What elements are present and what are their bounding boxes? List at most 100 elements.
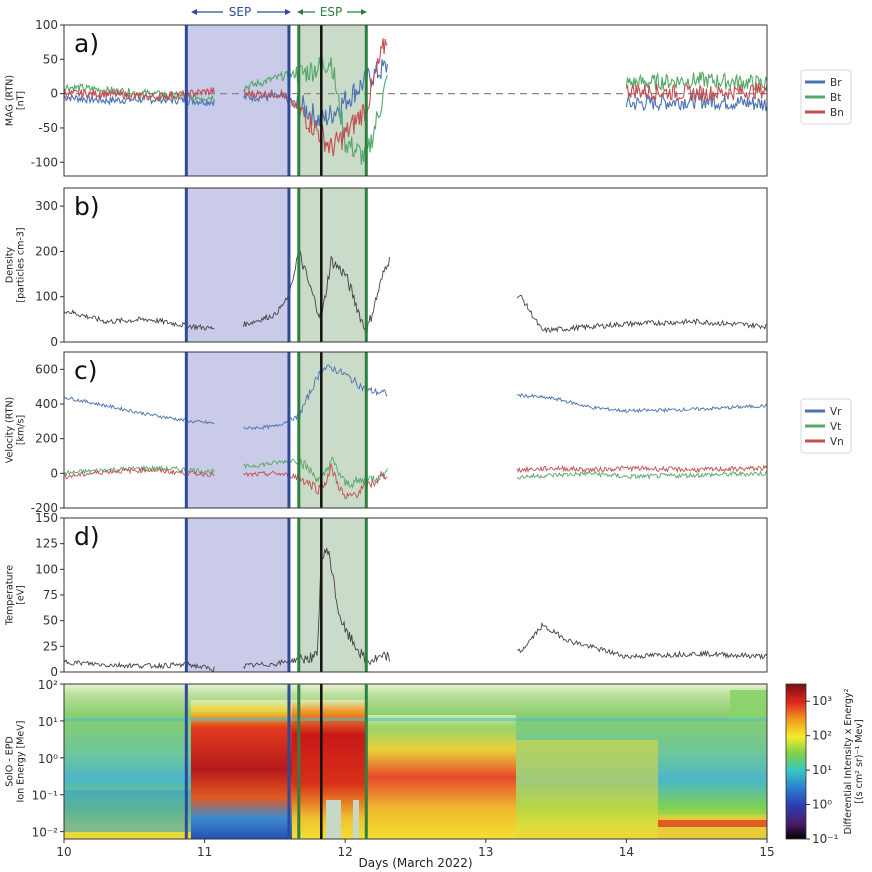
x-tick-label: 12 (338, 845, 353, 859)
colorbar-tick-label: 10² (812, 729, 832, 743)
y-tick-label: -50 (38, 121, 58, 135)
esp-band-shade (298, 352, 367, 508)
heatmap-panel-frame (63, 683, 768, 840)
y-tick-label: 10⁰ (38, 752, 58, 766)
colorbar-tick-label: 10⁰ (812, 798, 832, 812)
panel-frame (63, 351, 768, 509)
esp-band-label: ESP (320, 5, 342, 19)
colorbar-label-line: [(s cm² sr)⁻¹ Mev] (854, 719, 865, 803)
y-tick-label: 150 (35, 511, 58, 525)
y-tick-label: 0 (50, 466, 58, 480)
colorbar-tick-label: 10¹ (812, 763, 832, 777)
y-tick-label: 200 (35, 432, 58, 446)
colorbar-tick-label: 10³ (812, 694, 832, 708)
sep-band-label: SEP (229, 5, 251, 19)
heatmap-late-band (658, 820, 767, 827)
y-tick-label: 50 (43, 52, 58, 66)
colorbar-gradient (785, 683, 807, 840)
sep-band-header: SEP (191, 4, 291, 20)
colorbar-label-line: Differential Intensity x Energy² (843, 688, 854, 834)
y-tick-label: 300 (35, 199, 58, 213)
y-tick-label: 50 (43, 614, 58, 628)
panel-a: -100 -50 0 50 100 a) MAG (RTN) [nT] (5, 18, 768, 177)
legend-mag: Br Bt Bn (800, 69, 852, 125)
y-tick-label: 10¹ (38, 715, 58, 729)
x-axis: 10 11 12 13 14 15 Days (March 2022) (56, 839, 775, 870)
panels: -100 -50 0 50 100 a) MAG (RTN) [nT] 0 100 200 300 b)… (5, 18, 768, 840)
y-axis-label-line: SolO - EPD (5, 736, 16, 786)
x-axis-label: Days (March 2022) (358, 856, 472, 870)
series-line-bt (63, 56, 768, 165)
panel-d: 0 25 50 75 100 125 150 d) Temperature [eV] (5, 511, 768, 679)
y-axis-label-line: [nT] (16, 91, 27, 110)
series-line-temperature (63, 547, 768, 672)
x-tick-label: 13 (478, 845, 493, 859)
panel-b: 0 100 200 300 b) Density [particles cm-3] (5, 187, 768, 349)
y-tick-label: -100 (31, 155, 58, 169)
heatmap-post-region (366, 715, 516, 839)
panel-frame (63, 24, 768, 177)
y-tick-label: 100 (35, 290, 58, 304)
y-tick-label: -200 (31, 501, 58, 515)
heatmap-gap-2 (353, 800, 359, 839)
y-tick-label: 0 (50, 665, 58, 679)
y-tick-label: 75 (43, 588, 58, 602)
y-axis-label-line: [particles cm-3] (16, 227, 27, 302)
legend-vel: Vr Vt Vn (800, 398, 852, 454)
y-tick-label: 0 (50, 335, 58, 349)
y-axis-label-line: Density (5, 247, 16, 283)
heatmap-low-band (64, 790, 194, 832)
y-tick-label: 10⁻¹ (32, 789, 59, 803)
y-tick-label: 200 (35, 244, 58, 258)
y-axis-label-line: Velocity (RTN) (5, 397, 16, 464)
legend-label-vr: Vr (830, 406, 842, 418)
y-tick-label: 0 (50, 87, 58, 101)
legend-label-vn: Vn (830, 436, 844, 448)
sep-band-shade (186, 518, 289, 672)
sep-band-shade (186, 188, 289, 342)
y-tick-label: 10² (38, 678, 58, 692)
panel-label: a) (74, 29, 99, 58)
series-line-density (63, 249, 768, 338)
y-tick-label: 125 (35, 537, 58, 551)
series-line-vn (63, 463, 768, 500)
y-tick-label: 100 (35, 18, 58, 32)
legend-label-br: Br (830, 77, 842, 89)
series-line-bn (63, 38, 768, 157)
x-tick-label: 15 (759, 845, 774, 859)
heatmap-tail-region (516, 740, 658, 839)
heatmap-gap-1 (326, 800, 341, 839)
y-axis-label-line: MAG (RTN) (5, 75, 16, 126)
legend-label-bt: Bt (830, 92, 841, 104)
esp-band-header: ESP (297, 4, 367, 20)
colorbar: 10⁻¹ 10⁰ 10¹ 10² 10³ Differential Intensity x… (785, 683, 865, 846)
y-tick-label: 600 (35, 362, 58, 376)
panel-frame (63, 517, 768, 673)
esp-arrow-right-icon (361, 9, 367, 15)
y-axis-label-line: Temperature (5, 565, 16, 626)
legends: Br Bt Bn Vr Vt Vn (800, 69, 852, 454)
y-tick-label: 400 (35, 397, 58, 411)
y-tick-label: 25 (43, 639, 58, 653)
x-tick-label: 14 (619, 845, 634, 859)
esp-label-bg (315, 4, 347, 20)
sep-label-bg (223, 4, 257, 20)
sep-arrow-left-icon (191, 9, 197, 15)
sep-arrow-right-icon (285, 9, 291, 15)
panel-label: d) (74, 522, 100, 551)
y-axis-label-line: Ion Energy [MeV] (16, 721, 27, 803)
panel-label: b) (74, 192, 100, 221)
colorbar-tick-label: 10⁻¹ (812, 832, 839, 846)
y-tick-label: 10⁻² (32, 826, 59, 840)
panel-e (63, 683, 768, 840)
legend-label-bn: Bn (830, 107, 844, 119)
esp-band-shade (298, 518, 367, 672)
heatmap-sep-region (191, 700, 292, 839)
y-tick-label: 100 (35, 562, 58, 576)
band-header: SEP ESP (191, 4, 367, 20)
heatmap-band-10mev (64, 718, 767, 721)
sep-band-shade (186, 352, 289, 508)
legend-label-vt: Vt (830, 421, 841, 433)
series-line-vr (63, 364, 768, 431)
